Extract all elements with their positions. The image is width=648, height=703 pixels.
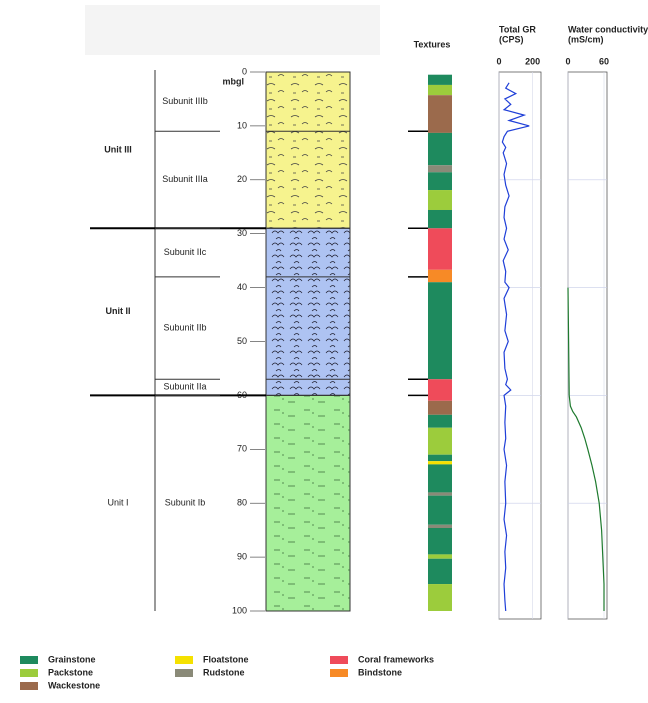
texture-interval [428,190,452,210]
texture-interval [428,524,452,528]
lithology-pattern [266,395,350,611]
texture-interval [428,269,452,283]
track-unit: (mS/cm) [568,34,604,44]
texture-interval [428,427,452,455]
track-tick-label: 0 [496,56,501,66]
texture-interval [428,228,452,270]
texture-interval [428,414,452,428]
legend-label: Coral frameworks [358,654,434,664]
legend-label: Packstone [48,667,93,677]
track-title: Water conductivity [568,24,648,34]
track-unit: (CPS) [499,34,524,44]
subunit-label: Subunit IIIb [162,96,208,106]
track-tick-label: 200 [525,56,540,66]
texture-interval [428,558,452,585]
texture-interval [428,165,452,173]
depth-tick-label: 30 [237,228,247,238]
track-tick-label: 0 [565,56,570,66]
unit-label: Unit III [104,145,132,155]
subunit-label: Subunit IIb [163,322,206,332]
texture-interval [428,527,452,555]
texture-interval [428,554,452,559]
track-frame [498,71,542,620]
legend-label: Bindstone [358,667,402,677]
depth-tick-label: 90 [237,551,247,561]
subunit-label: Subunit IIa [163,382,206,392]
track-curve [501,82,530,612]
track-curve [567,287,605,611]
legend-label: Wackestone [48,680,100,690]
unit-label: Unit II [106,306,131,316]
texture-interval [428,400,452,415]
depth-tick-label: 100 [232,605,247,615]
texture-interval [428,132,452,166]
texture-interval [428,492,452,496]
texture-interval [428,172,452,191]
lithology-pattern [266,228,350,396]
subunit-label: Subunit IIc [164,247,207,257]
texture-interval [428,209,452,229]
texture-interval [428,74,452,85]
texture-interval [428,379,452,401]
texture-interval [428,282,452,380]
depth-tick-label: 80 [237,498,247,508]
subunit-label: Subunit Ib [165,498,206,508]
depth-unit: mbgl [223,76,245,86]
legend-swatch [20,656,38,664]
legend-swatch [20,682,38,690]
legend-swatch [20,669,38,677]
depth-tick-label: 10 [237,120,247,130]
header-box [85,5,380,55]
depth-tick-label: 0 [242,66,247,76]
legend-swatch [175,669,193,677]
textures-title: Textures [414,39,451,49]
legend-label: Floatstone [203,654,249,664]
track-frame [567,71,608,620]
unit-label: Unit I [107,498,128,508]
depth-tick-label: 50 [237,336,247,346]
track-title: Total GR [499,24,536,34]
texture-interval [428,461,452,465]
texture-interval [428,464,452,493]
texture-interval [428,584,452,611]
texture-interval [428,95,452,133]
depth-tick-label: 70 [237,444,247,454]
legend-swatch [330,669,348,677]
track-tick-label: 60 [599,56,609,66]
legend-swatch [175,656,193,664]
legend-label: Grainstone [48,654,96,664]
texture-interval [428,495,452,525]
subunit-label: Subunit IIIa [162,174,208,184]
texture-interval [428,84,452,96]
depth-tick-label: 40 [237,282,247,292]
depth-tick-label: 20 [237,174,247,184]
legend-swatch [330,656,348,664]
lithology-pattern [266,72,350,229]
texture-interval [428,454,452,462]
legend-label: Rudstone [203,667,245,677]
